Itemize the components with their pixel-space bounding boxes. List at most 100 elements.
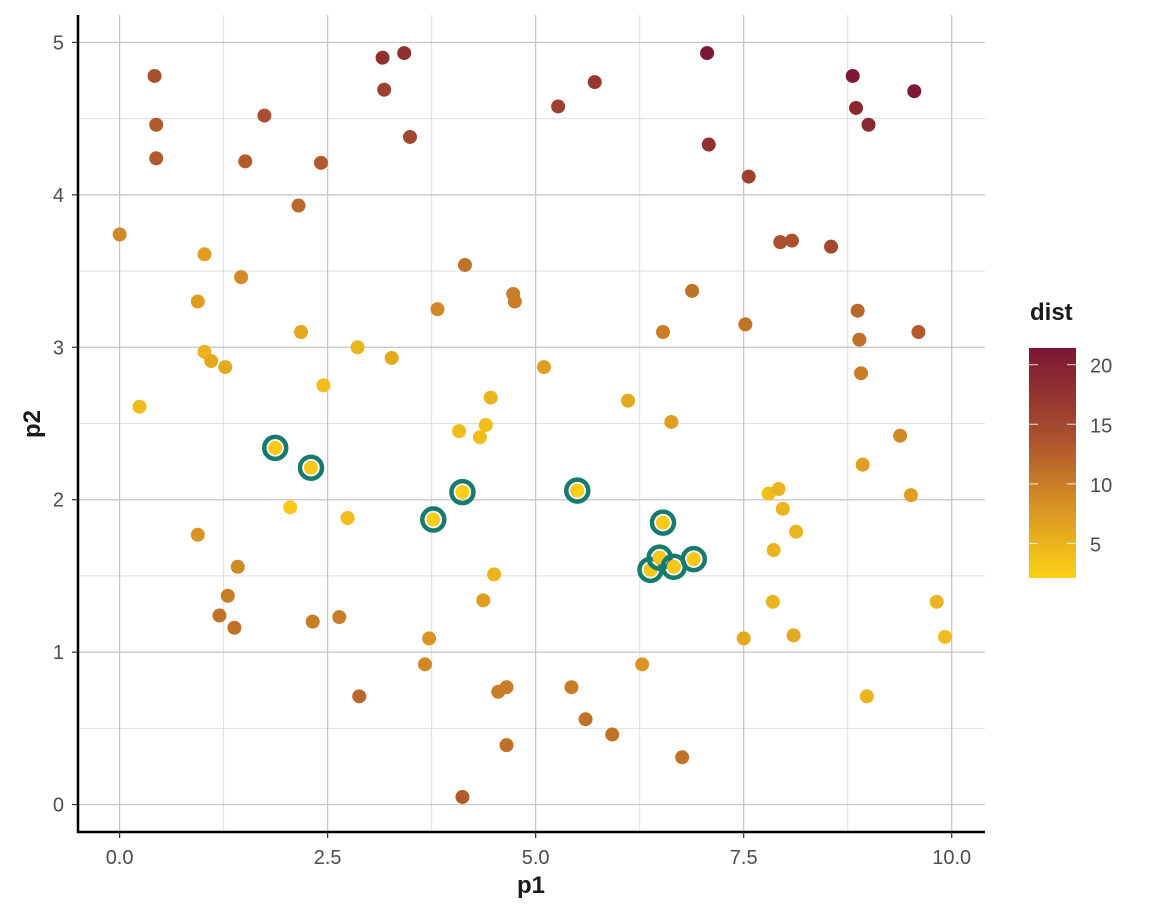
data-point	[701, 137, 716, 152]
data-point	[845, 68, 860, 83]
data-point	[775, 501, 790, 516]
highlight-ring	[649, 509, 677, 536]
highlighted-data-point	[686, 552, 701, 567]
y-tick-label: 4	[53, 185, 64, 207]
data-point	[332, 610, 347, 625]
data-point	[907, 84, 922, 99]
color-legend: dist 20 15 10 5	[1029, 299, 1112, 578]
data-point	[397, 46, 412, 61]
data-point	[257, 108, 272, 123]
data-point	[455, 789, 470, 804]
x-axis-title: p1	[517, 872, 545, 899]
data-point	[220, 588, 235, 603]
highlighted-data-point	[455, 485, 470, 500]
data-point	[685, 283, 700, 298]
data-point	[227, 620, 242, 635]
highlighted-data-point	[666, 559, 681, 574]
data-point	[551, 99, 566, 114]
legend-label: 10	[1090, 475, 1112, 497]
data-point	[736, 631, 751, 646]
x-tick-label: 10.0	[932, 847, 971, 869]
data-point	[417, 657, 432, 672]
highlighted-data-point	[426, 512, 441, 527]
highlighted-data-point	[268, 440, 283, 455]
legend-label: 5	[1090, 534, 1101, 556]
data-point	[132, 399, 147, 414]
data-point	[564, 680, 579, 695]
data-point	[375, 50, 390, 65]
x-tick-label: 0.0	[106, 847, 134, 869]
legend-label: 20	[1090, 356, 1112, 378]
x-tick-label: 5.0	[522, 847, 550, 869]
y-tick-label: 2	[53, 490, 64, 512]
data-point	[824, 239, 839, 254]
data-point	[294, 325, 309, 340]
data-point	[313, 155, 328, 170]
data-point	[190, 527, 205, 542]
data-point	[536, 360, 551, 375]
data-point	[741, 169, 756, 184]
legend-label: 15	[1090, 415, 1112, 437]
data-point	[499, 738, 514, 753]
data-point	[587, 75, 602, 90]
data-point	[377, 82, 392, 97]
legend-colorbar	[1029, 348, 1076, 578]
data-point	[149, 151, 164, 166]
data-point	[112, 227, 127, 242]
highlight-ring	[449, 478, 476, 506]
y-tick-label: 1	[53, 642, 64, 664]
data-point	[212, 608, 227, 623]
data-point	[507, 294, 522, 309]
data-point	[350, 340, 365, 355]
data-point	[352, 689, 367, 704]
data-points	[112, 46, 953, 804]
highlighted-data-point	[570, 483, 585, 498]
data-point	[738, 317, 753, 332]
highlight-ring	[680, 545, 708, 573]
data-point	[850, 303, 865, 318]
data-point	[605, 727, 620, 742]
data-point	[283, 500, 298, 515]
data-point	[852, 332, 867, 347]
data-point	[789, 524, 804, 539]
data-point	[893, 428, 908, 443]
data-point	[861, 117, 876, 132]
y-tick-labels: 0 1 2 3 4 5	[53, 32, 78, 817]
data-point	[316, 378, 331, 393]
data-point	[234, 270, 249, 285]
data-point	[422, 631, 437, 646]
data-point	[487, 567, 502, 582]
data-point	[938, 629, 953, 644]
data-point	[430, 302, 445, 317]
y-tick-label: 0	[53, 795, 64, 817]
data-point	[452, 424, 467, 439]
data-point	[204, 354, 219, 369]
data-point	[291, 198, 306, 213]
y-axis-title: p2	[19, 410, 46, 438]
data-point	[635, 657, 650, 672]
y-tick-label: 5	[53, 32, 64, 54]
data-point	[621, 393, 636, 408]
highlighted-data-point	[303, 460, 318, 475]
data-point	[784, 233, 799, 248]
data-point	[476, 593, 491, 608]
data-point	[218, 360, 233, 375]
data-point	[403, 129, 418, 144]
highlight-ring	[297, 454, 325, 481]
highlight-ring	[261, 434, 289, 462]
data-point	[700, 46, 715, 61]
data-point	[655, 325, 670, 340]
data-point	[149, 117, 164, 132]
data-point	[499, 680, 514, 695]
x-tick-labels: 0.0 2.5 5.0 7.5 10.0	[106, 832, 971, 869]
data-point	[478, 418, 493, 433]
x-tick-label: 7.5	[730, 847, 758, 869]
gridlines	[78, 15, 985, 832]
data-point	[147, 68, 162, 83]
data-point	[238, 154, 253, 169]
data-point	[786, 628, 801, 643]
data-point	[664, 414, 679, 429]
y-tick-label: 3	[53, 337, 64, 359]
data-point	[766, 543, 781, 558]
